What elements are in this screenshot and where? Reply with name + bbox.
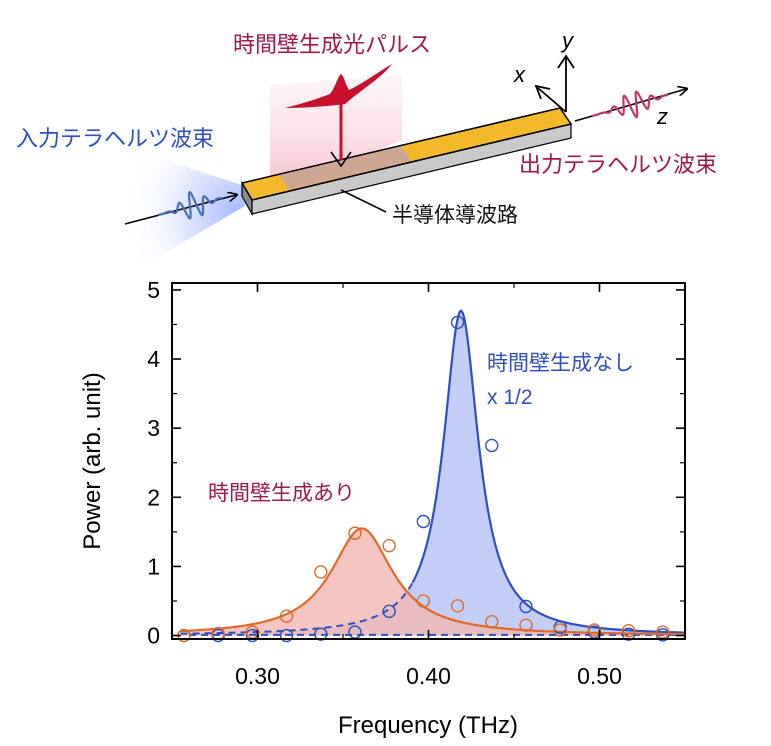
waveguide-label: 半導体導波路 [392, 203, 518, 227]
point-with-timewall-8 [450, 599, 465, 613]
input-label: 入力テラヘルツ波束 [16, 127, 214, 152]
y-tick-label-1: 1 [147, 553, 160, 579]
y-tick-label-3: 3 [147, 415, 160, 441]
input-beam-line [124, 195, 236, 225]
axis-z-label: z [656, 104, 668, 129]
y-tick-label-4: 4 [147, 346, 160, 372]
point-without-timewall-7 [416, 514, 431, 529]
point-without-timewall-10 [519, 599, 533, 614]
point-with-timewall-7 [416, 594, 431, 608]
axis-y-label: y [560, 28, 575, 53]
waveguide-pointer [340, 189, 387, 213]
fill-without-timewall [180, 310, 686, 636]
pulse-label: 時間壁生成光パルス [233, 33, 431, 58]
input-glow [118, 146, 245, 280]
input-wave-packet [157, 190, 223, 220]
waveguide-illuminated-region [279, 146, 411, 190]
schematic: y x z 時間壁生成光パルス 入力テラヘルツ波束 出力テラヘルツ波束 半導体導… [16, 28, 717, 280]
x-tick-label-2: 0.50 [577, 663, 622, 689]
x-axis-title: Frequency (THz) [338, 712, 518, 739]
point-without-timewall-6 [382, 604, 396, 619]
coordinate-axes: y x z [513, 28, 668, 129]
chart-ticks: 0.30 0.40 0.50 0 1 2 3 4 5 [147, 277, 686, 689]
output-wave-packet [591, 90, 669, 119]
x-tick-label-0: 0.30 [235, 663, 280, 689]
y-tick-label-0: 0 [147, 623, 160, 649]
point-without-timewall-3 [279, 628, 294, 643]
point-with-timewall-13 [621, 624, 636, 638]
point-with-timewall-3 [279, 609, 294, 623]
chart-points [177, 315, 670, 643]
series-label-without-timewall: 時間壁生成なし [487, 351, 634, 375]
laser-pulse-shape [285, 64, 392, 108]
axis-y-arrow-head [557, 54, 575, 69]
x-tick-label-1: 0.40 [406, 663, 451, 689]
point-with-timewall-10 [519, 618, 533, 632]
point-with-timewall-4 [314, 565, 328, 579]
point-with-timewall-11 [553, 623, 567, 637]
waveguide-edge [241, 107, 573, 201]
series-label-scale: x 1/2 [487, 386, 533, 409]
line-without-timewall-dashed [180, 578, 416, 635]
point-with-timewall-9 [485, 615, 499, 629]
point-without-timewall-4 [314, 627, 328, 641]
axis-x-arrow-head [534, 84, 551, 100]
point-without-timewall-2 [245, 628, 260, 643]
chart-fills [180, 310, 686, 636]
output-label: 出力テラヘルツ波束 [519, 153, 717, 178]
laser-arrow-head [330, 151, 352, 168]
point-without-timewall-13 [621, 627, 636, 641]
point-without-timewall-9 [485, 438, 499, 453]
fill-with-timewall [180, 528, 686, 636]
output-wave [574, 89, 686, 122]
point-with-timewall-12 [587, 623, 602, 637]
waveguide [240, 107, 573, 217]
y-tick-label-2: 2 [147, 484, 160, 510]
point-with-timewall-5 [348, 526, 362, 540]
laser-pulse [285, 64, 392, 168]
chart: 0.30 0.40 0.50 0 1 2 3 4 5 Frequency (THz) Power… [79, 277, 686, 739]
input-wave [124, 190, 236, 225]
axis-x-label: x [513, 62, 526, 87]
point-without-timewall-8 [450, 315, 465, 330]
point-with-timewall-6 [382, 538, 396, 553]
series-label-with-timewall: 時間壁生成あり [208, 481, 355, 505]
y-axis-title: Power (arb. unit) [79, 372, 106, 549]
axis-x-arrow [537, 87, 567, 113]
y-tick-label-5: 5 [147, 277, 160, 303]
